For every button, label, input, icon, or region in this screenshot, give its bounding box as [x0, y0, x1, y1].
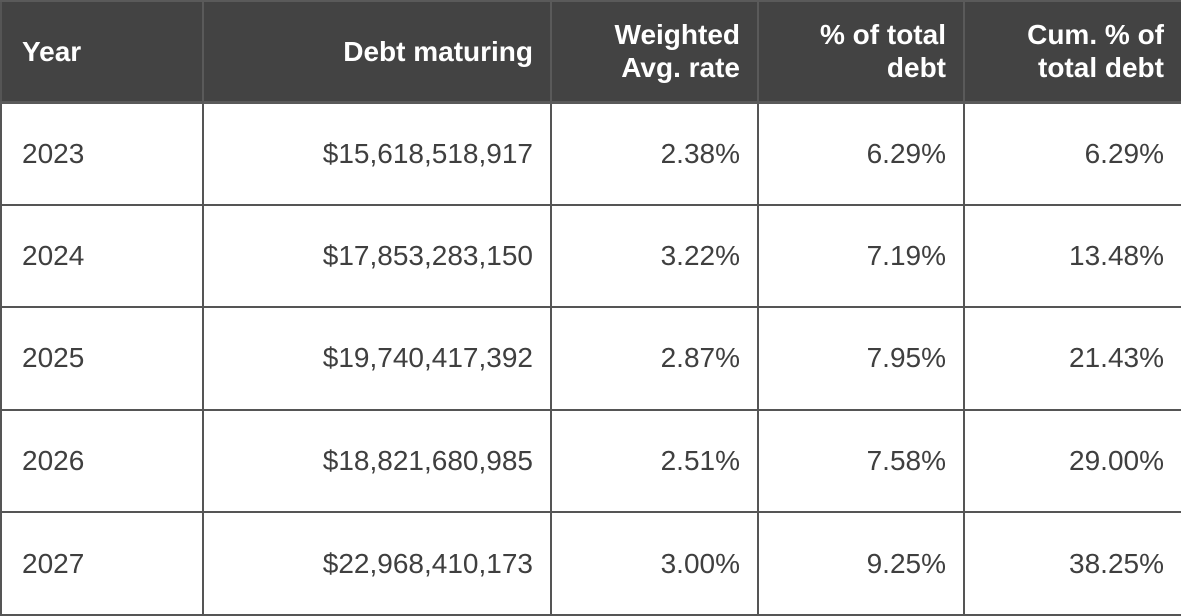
- cell-year: 2027: [0, 511, 204, 616]
- cell-pct: 7.95%: [757, 306, 965, 411]
- cell-pct: 7.58%: [757, 408, 965, 514]
- cell-cum: 38.25%: [963, 511, 1181, 616]
- cell-rate: 2.51%: [550, 408, 759, 514]
- cell-cum: 21.43%: [963, 306, 1181, 411]
- column-header-pct-of-total-debt: % of total debt: [757, 0, 965, 104]
- cell-debt: $22,968,410,173: [202, 511, 552, 616]
- column-header-year: Year: [0, 0, 204, 104]
- table-row: 2024 $17,853,283,150 3.22% 7.19% 13.48%: [0, 203, 1181, 309]
- cell-year: 2026: [0, 408, 204, 514]
- table-header-row: Year Debt maturing Weighted Avg. rate % …: [0, 0, 1181, 104]
- cell-rate: 2.38%: [550, 101, 759, 206]
- cell-debt: $18,821,680,985: [202, 408, 552, 514]
- cell-cum: 13.48%: [963, 203, 1181, 309]
- cell-year: 2025: [0, 306, 204, 411]
- table-row: 2025 $19,740,417,392 2.87% 7.95% 21.43%: [0, 306, 1181, 411]
- cell-pct: 9.25%: [757, 511, 965, 616]
- cell-rate: 3.00%: [550, 511, 759, 616]
- table-row: 2026 $18,821,680,985 2.51% 7.58% 29.00%: [0, 408, 1181, 514]
- cell-year: 2023: [0, 101, 204, 206]
- cell-cum: 6.29%: [963, 101, 1181, 206]
- table-row: 2023 $15,618,518,917 2.38% 6.29% 6.29%: [0, 101, 1181, 206]
- cell-cum: 29.00%: [963, 408, 1181, 514]
- cell-debt: $19,740,417,392: [202, 306, 552, 411]
- column-header-debt-maturing: Debt maturing: [202, 0, 552, 104]
- column-header-weighted-avg-rate: Weighted Avg. rate: [550, 0, 759, 104]
- cell-debt: $15,618,518,917: [202, 101, 552, 206]
- cell-debt: $17,853,283,150: [202, 203, 552, 309]
- cell-rate: 3.22%: [550, 203, 759, 309]
- cell-year: 2024: [0, 203, 204, 309]
- column-header-cum-pct-of-total-debt: Cum. % of total debt: [963, 0, 1181, 104]
- cell-rate: 2.87%: [550, 306, 759, 411]
- table-row: 2027 $22,968,410,173 3.00% 9.25% 38.25%: [0, 511, 1181, 616]
- cell-pct: 7.19%: [757, 203, 965, 309]
- cell-pct: 6.29%: [757, 101, 965, 206]
